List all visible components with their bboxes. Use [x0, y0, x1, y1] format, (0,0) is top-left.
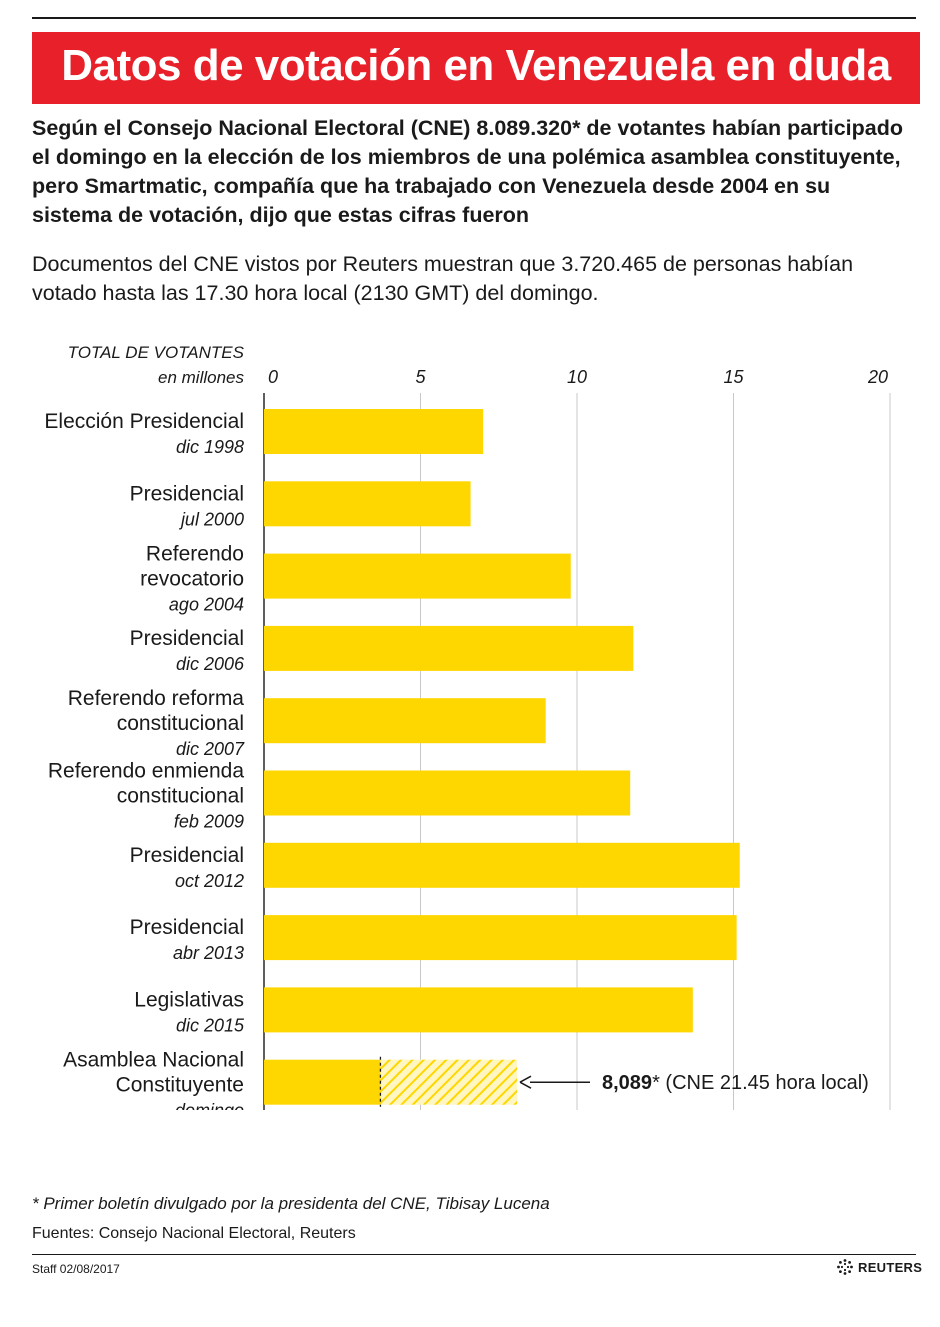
category-label: Asamblea Nacional: [63, 1049, 244, 1072]
category-label: Referendo reforma: [68, 687, 245, 710]
bar: [264, 915, 737, 961]
top-rule: [32, 17, 916, 19]
bottom-rule: [32, 1254, 916, 1255]
title-band: Datos de votación en Venezuela en duda: [32, 32, 920, 104]
sources: Fuentes: Consejo Nacional Electoral, Reu…: [32, 1225, 356, 1242]
reuters-dots-icon: [837, 1259, 853, 1275]
category-label: Presidencial: [130, 844, 244, 867]
reuters-wordmark: REUTERS: [858, 1259, 923, 1275]
axis-title-line-2: en millones: [158, 368, 244, 387]
category-label: Referendo: [146, 543, 244, 566]
bar: [264, 625, 634, 671]
category-date: ago 2004: [169, 595, 244, 615]
category-date: dic 2015: [176, 1015, 245, 1035]
bar: [264, 481, 471, 527]
cne-annotation: 8,089* (CNE 21.45 hora local): [602, 1072, 869, 1094]
category-label: Constituyente: [116, 1074, 244, 1097]
category-date: jul 2000: [178, 509, 244, 529]
staff-credit: Staff 02/08/2017: [32, 1262, 120, 1276]
category-label: constitucional: [117, 712, 244, 735]
label-layer: dic 1998 Elección Presidencial jul 2000 Pre…: [44, 410, 245, 1110]
page-title: Datos de votación en Venezuela en duda: [61, 41, 891, 90]
tick-label: 0: [268, 367, 278, 387]
axis-title: TOTAL DE VOTANTES en millones: [32, 340, 244, 390]
bar: [264, 842, 740, 888]
category-label: Elección Presidencial: [44, 410, 244, 433]
category-date: dic 2007: [176, 739, 245, 759]
tick-layer: 0 5 10 15 20: [268, 367, 888, 387]
category-date: feb 2009: [174, 812, 244, 832]
category-date: abr 2013: [173, 943, 244, 963]
reuters-logo: REUTERS: [836, 1258, 922, 1276]
bar: [264, 409, 484, 454]
bar: [264, 698, 546, 744]
category-date: dic 1998: [176, 437, 244, 457]
footnote: * Primer boletín divulgado por la presid…: [32, 1194, 550, 1213]
category-label: constitucional: [117, 785, 244, 808]
annotation-layer: 8,089* (CNE 21.45 hora local)3,720 (segú…: [379, 1056, 869, 1107]
bar: [264, 770, 631, 816]
category-label: Referendo enmienda: [48, 760, 244, 783]
category-date: domingo: [175, 1101, 244, 1110]
category-label: Presidencial: [130, 482, 244, 505]
category-label: revocatorio: [140, 568, 244, 591]
tick-label: 15: [723, 367, 744, 387]
cne-annotation-text: * (CNE 21.45 hora local): [652, 1072, 869, 1094]
axis-title-line-1: TOTAL DE VOTANTES: [67, 343, 244, 362]
tick-label: 5: [415, 367, 426, 387]
tick-label: 20: [867, 367, 888, 387]
bar: [264, 553, 571, 599]
category-date: dic 2006: [176, 654, 245, 674]
bar: [264, 987, 693, 1033]
bar: [264, 1059, 381, 1105]
cne-annotation-value: 8,089: [602, 1072, 652, 1094]
category-label: Legislativas: [134, 988, 244, 1011]
category-label: Presidencial: [130, 627, 244, 650]
intro-text: Según el Consejo Nacional Electoral (CNE…: [32, 116, 904, 227]
bar-hatched: [380, 1059, 518, 1105]
cne-arrow-icon: [519, 1075, 532, 1089]
bar-chart: 0 5 10 15 20 dic 1998 Elección Presidencial ju…: [44, 367, 891, 1110]
category-label: Presidencial: [130, 916, 244, 939]
tick-label: 10: [567, 367, 587, 387]
category-date: oct 2012: [175, 871, 244, 891]
bar-layer: [264, 409, 740, 1105]
note-text: Documentos del CNE vistos por Reuters mu…: [32, 252, 854, 305]
